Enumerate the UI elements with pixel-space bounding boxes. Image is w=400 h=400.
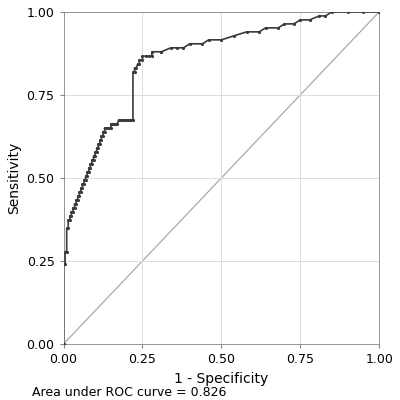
Text: Area under ROC curve = 0.826: Area under ROC curve = 0.826 [32, 386, 226, 399]
X-axis label: 1 - Specificity: 1 - Specificity [174, 372, 268, 386]
Y-axis label: Sensitivity: Sensitivity [7, 142, 21, 214]
